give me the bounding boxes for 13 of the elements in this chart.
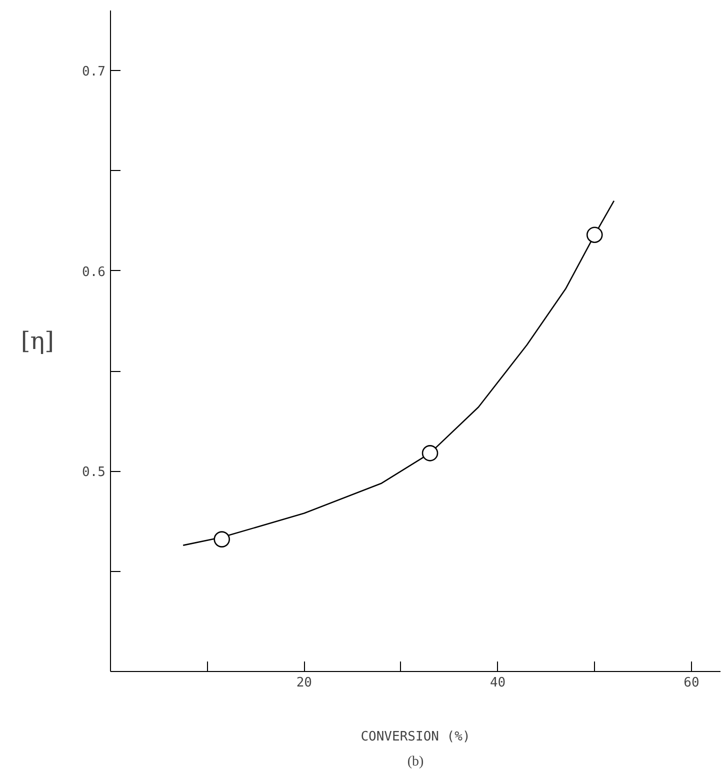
x-tick-label: 20 xyxy=(296,676,312,690)
x-tick-label: 40 xyxy=(490,676,506,690)
line-series xyxy=(182,200,615,546)
text: (b) xyxy=(407,754,424,770)
y-tick-label: 0.5 xyxy=(82,465,106,480)
point xyxy=(586,226,603,243)
point xyxy=(422,445,438,462)
y-tick-label: 0.6 xyxy=(82,264,106,280)
y-axis-title: [η] xyxy=(20,327,54,355)
x-tick-label: 60 xyxy=(684,676,700,690)
x-axis-title: CONVERSION (%) xyxy=(360,730,470,744)
point xyxy=(214,531,230,548)
y-tick-label: 0.7 xyxy=(82,64,106,80)
